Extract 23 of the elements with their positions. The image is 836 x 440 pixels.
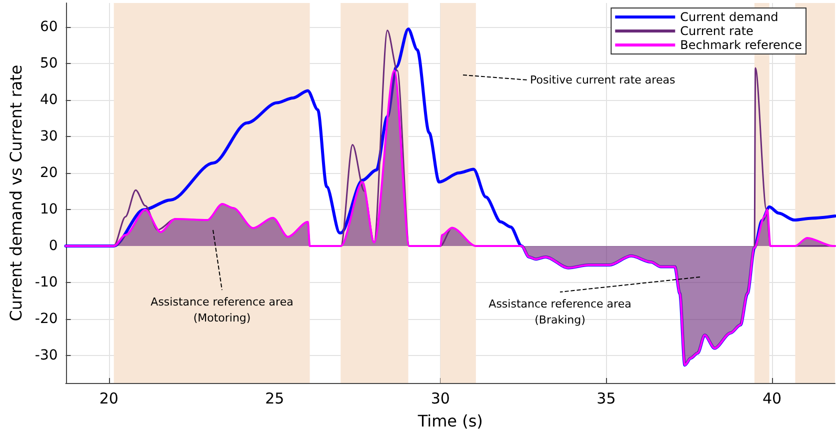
y-tick-label: 20: [40, 164, 58, 181]
legend-label: Current rate: [680, 24, 754, 38]
annotation: Assistance reference area (Motoring): [150, 296, 294, 324]
y-tick-label: 10: [40, 201, 58, 218]
y-axis-title: Current demand vs Current rate: [6, 64, 26, 322]
y-tick-label: 50: [40, 55, 58, 72]
y-tick-label: -10: [34, 274, 58, 291]
x-tick-label: 35: [596, 390, 616, 408]
legend-label: Bechmark reference: [680, 38, 802, 52]
annotation: Assistance reference area (Braking): [488, 298, 632, 326]
x-tick-label: 20: [99, 390, 118, 408]
x-tick-label: 40: [762, 390, 782, 408]
y-tick-label: 60: [40, 18, 58, 35]
y-tick-label: -20: [34, 311, 58, 328]
y-tick-label: 0: [48, 238, 58, 254]
x-axis-title: Time (s): [416, 412, 483, 430]
legend-label: Current demand: [680, 10, 778, 24]
x-tick-label: 30: [430, 390, 450, 408]
annotation: Positive current rate areas: [530, 74, 676, 86]
y-tick-label: -30: [34, 348, 58, 364]
y-tick-label: 40: [40, 92, 58, 108]
y-tick-label: 30: [40, 128, 58, 144]
x-tick-label: 25: [265, 390, 284, 408]
